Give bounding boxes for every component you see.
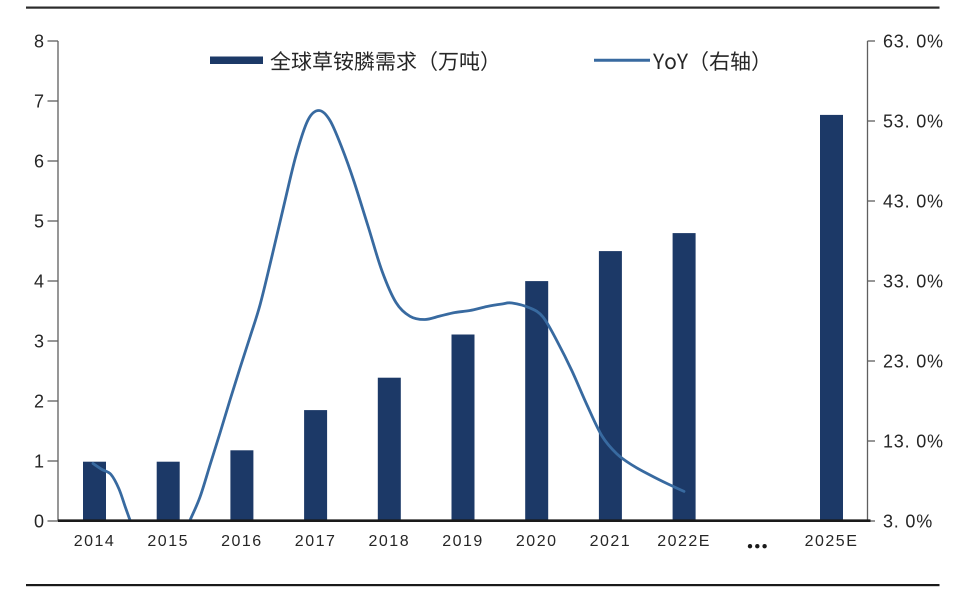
svg-text:2018: 2018	[369, 533, 411, 550]
svg-text:43. 0%: 43. 0%	[883, 192, 944, 212]
svg-text:6: 6	[34, 152, 44, 172]
svg-text:2: 2	[34, 392, 44, 412]
svg-text:2025E: 2025E	[805, 533, 859, 550]
svg-text:2020: 2020	[516, 533, 558, 550]
svg-text:2016: 2016	[221, 533, 263, 550]
svg-text:53. 0%: 53. 0%	[883, 112, 944, 132]
svg-text:3: 3	[34, 332, 44, 352]
svg-text:2019: 2019	[442, 533, 484, 550]
svg-text:63. 0%: 63. 0%	[883, 32, 944, 52]
svg-text:3. 0%: 3. 0%	[883, 512, 933, 532]
svg-text:2017: 2017	[295, 533, 337, 550]
svg-text:8: 8	[34, 32, 44, 52]
svg-text:2014: 2014	[74, 533, 116, 550]
svg-text:7: 7	[34, 92, 44, 112]
svg-text:2015: 2015	[147, 533, 189, 550]
svg-text:13. 0%: 13. 0%	[883, 432, 944, 452]
svg-text:4: 4	[34, 272, 44, 292]
svg-text:23. 0%: 23. 0%	[883, 352, 944, 372]
svg-text:1: 1	[34, 452, 44, 472]
svg-text:5: 5	[34, 212, 44, 232]
svg-text:2022E: 2022E	[657, 533, 711, 550]
svg-text:0: 0	[34, 512, 44, 532]
svg-text:2021: 2021	[590, 533, 632, 550]
svg-text:33. 0%: 33. 0%	[883, 272, 944, 292]
